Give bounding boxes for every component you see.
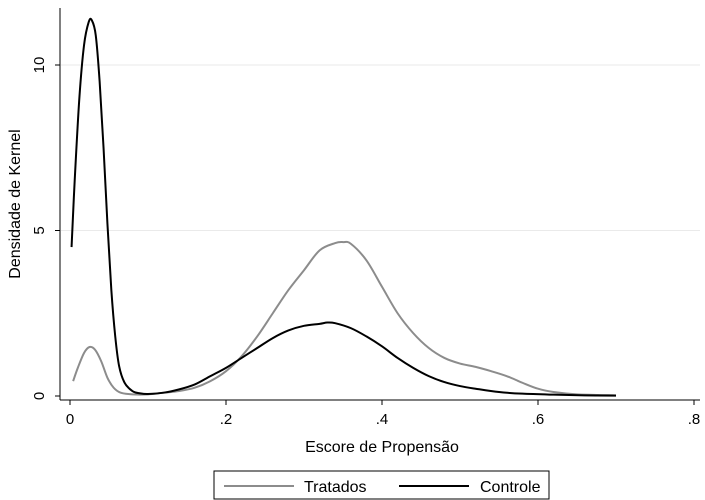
legend: Tratados Controle — [213, 470, 550, 500]
legend-label-controle: Controle — [480, 479, 541, 496]
gridlines — [61, 64, 700, 231]
legend-label-tratados: Tratados — [304, 479, 367, 496]
x-tick-label-0: 0 — [66, 411, 74, 428]
series-line-controle — [70, 17, 617, 397]
x-tick-label-1: .2 — [220, 411, 233, 428]
x-axis-ticks: 0 .2 .4 .6 .8 — [66, 400, 700, 428]
y-tick-label-0: 0 — [31, 392, 48, 400]
x-tick-label-2: .4 — [376, 411, 389, 428]
series-line-tratados — [72, 240, 617, 397]
x-tick-label-4: .8 — [688, 411, 701, 428]
series-layer — [70, 17, 617, 397]
y-tick-label-2: 10 — [31, 57, 48, 74]
y-axis-ticks: 0 5 10 — [31, 57, 60, 400]
x-axis-title: Escore de Propensão — [305, 439, 459, 456]
y-axis-title: Densidade de Kernel — [7, 129, 24, 278]
y-tick-label-1: 5 — [31, 226, 48, 234]
x-tick-label-3: .6 — [532, 411, 545, 428]
